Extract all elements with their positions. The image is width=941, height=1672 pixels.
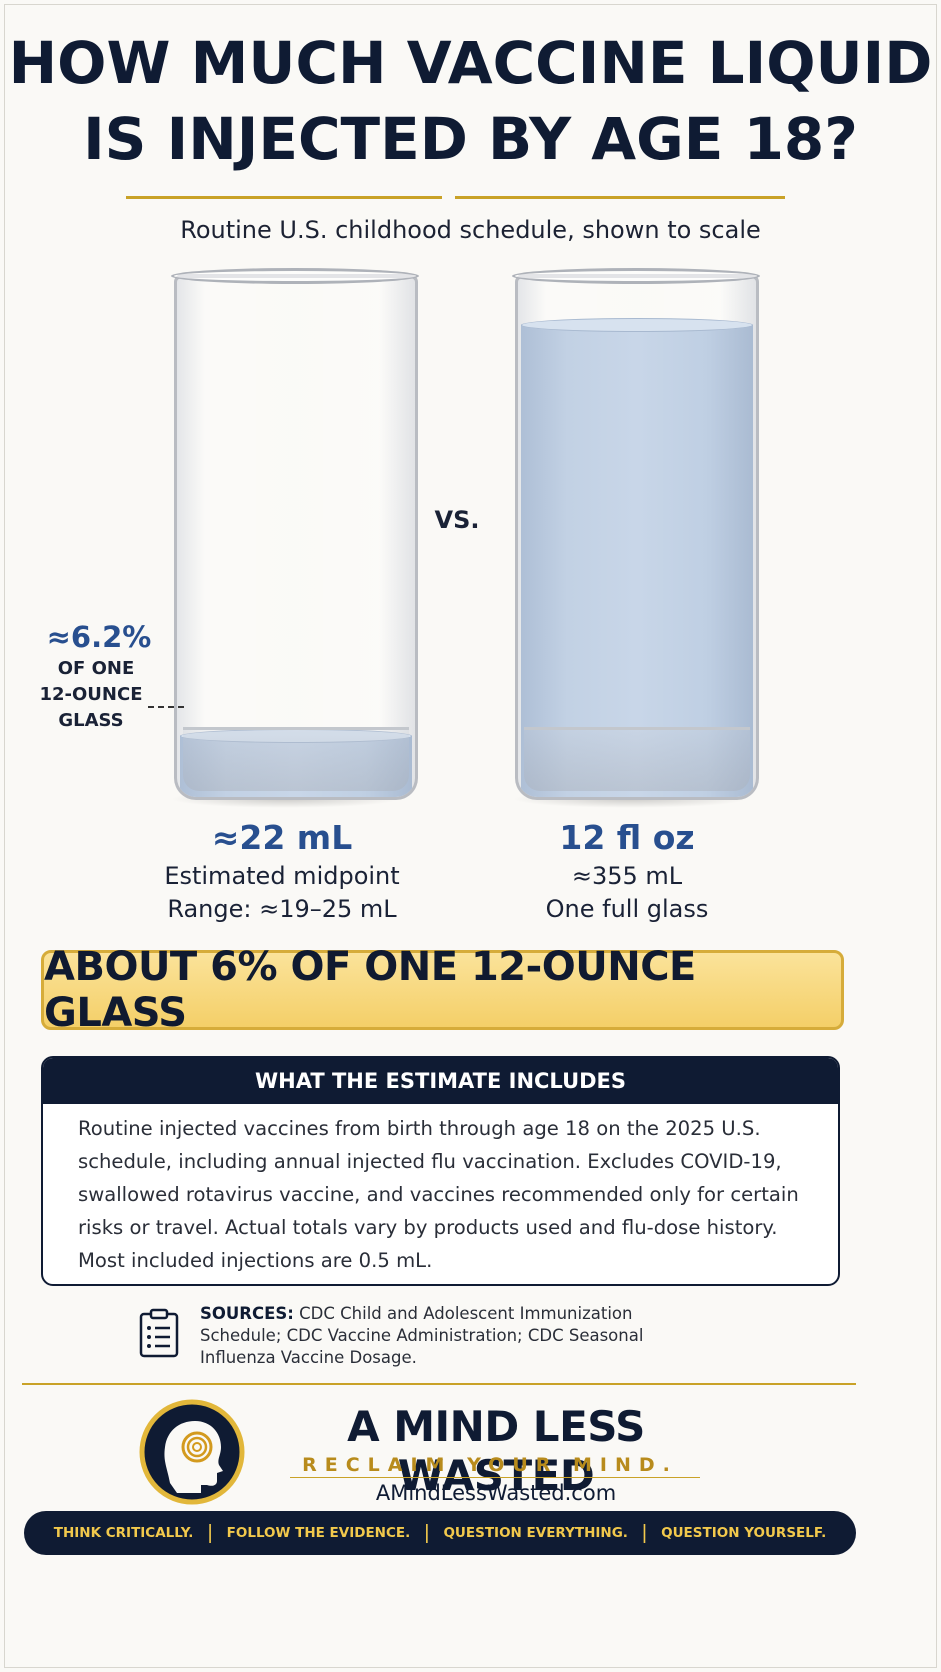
sources-label: SOURCES: [200, 1304, 294, 1323]
estimate-heading: WHAT THE ESTIMATE INCLUDES [43, 1058, 838, 1104]
callout-leader-line [148, 706, 184, 708]
right-glass-liquid-surface [521, 318, 753, 332]
left-glass [171, 268, 419, 804]
brand-tagline: RECLAIM YOUR MIND. [302, 1454, 678, 1476]
footer-item: QUESTION EVERYTHING. [443, 1525, 628, 1541]
title-divider-left [126, 196, 442, 199]
footer-divider [22, 1383, 856, 1385]
right-glass-body [515, 274, 759, 800]
vs-label: VS. [434, 506, 480, 534]
summary-banner-text: ABOUT 6% OF ONE 12-OUNCE GLASS [44, 944, 696, 1036]
subtitle: Routine U.S. childhood schedule, shown t… [180, 216, 761, 244]
footer-separator: | [641, 1521, 648, 1544]
left-glass-amount: ≈22 mL [211, 818, 353, 857]
page-frame [4, 4, 937, 1668]
left-glass-liquid [180, 736, 412, 797]
left-glass-rim [171, 268, 419, 284]
sources-text: CDC Child and Adolescent Immunization Sc… [200, 1304, 644, 1367]
title-divider-right [455, 196, 785, 199]
right-glass-label: One full glass [545, 895, 709, 923]
callout-line: GLASS [58, 710, 124, 731]
footer-item: FOLLOW THE EVIDENCE. [226, 1525, 411, 1541]
footer-separator: | [207, 1521, 213, 1544]
sources-note: SOURCES: CDC Child and Adolescent Immuni… [200, 1303, 660, 1369]
right-glass-rim [512, 268, 760, 284]
fill-percent-callout: ≈6.2% [46, 620, 152, 654]
callout-line: OF ONE [57, 658, 135, 679]
clipboard-list-icon [139, 1308, 179, 1358]
right-glass-liquid [521, 325, 753, 797]
footer-bar: THINK CRITICALLY. | FOLLOW THE EVIDENCE.… [24, 1511, 856, 1555]
footer-separator: | [424, 1521, 430, 1544]
page-title-line2: IS INJECTED BY AGE 18? [83, 105, 858, 173]
right-glass-base [524, 727, 750, 791]
page-title-line1: HOW MUCH VACCINE LIQUID [8, 29, 933, 97]
estimate-body: Routine injected vaccines from birth thr… [78, 1117, 799, 1272]
brand-name: A MIND LESS WASTED [347, 1402, 645, 1500]
website-link[interactable]: AMindLessWasted.com [375, 1481, 617, 1505]
right-glass-amount: 12 fl oz [559, 818, 695, 857]
right-glass-detail: ≈355 mL [571, 862, 683, 890]
left-glass-detail: Estimated midpoint [164, 862, 400, 890]
estimate-box: WHAT THE ESTIMATE INCLUDES Routine injec… [41, 1056, 840, 1286]
tagline-underline [290, 1477, 700, 1478]
right-glass [512, 268, 760, 804]
callout-line: 12-OUNCE [39, 684, 143, 705]
footer-item: QUESTION YOURSELF. [661, 1525, 827, 1541]
summary-banner: ABOUT 6% OF ONE 12-OUNCE GLASS [41, 944, 844, 1036]
left-glass-base [183, 727, 409, 791]
left-glass-range: Range: ≈19–25 mL [167, 895, 397, 923]
head-spiral-logo [139, 1399, 245, 1505]
footer-item: THINK CRITICALLY. [53, 1525, 194, 1541]
left-glass-body [174, 274, 418, 800]
